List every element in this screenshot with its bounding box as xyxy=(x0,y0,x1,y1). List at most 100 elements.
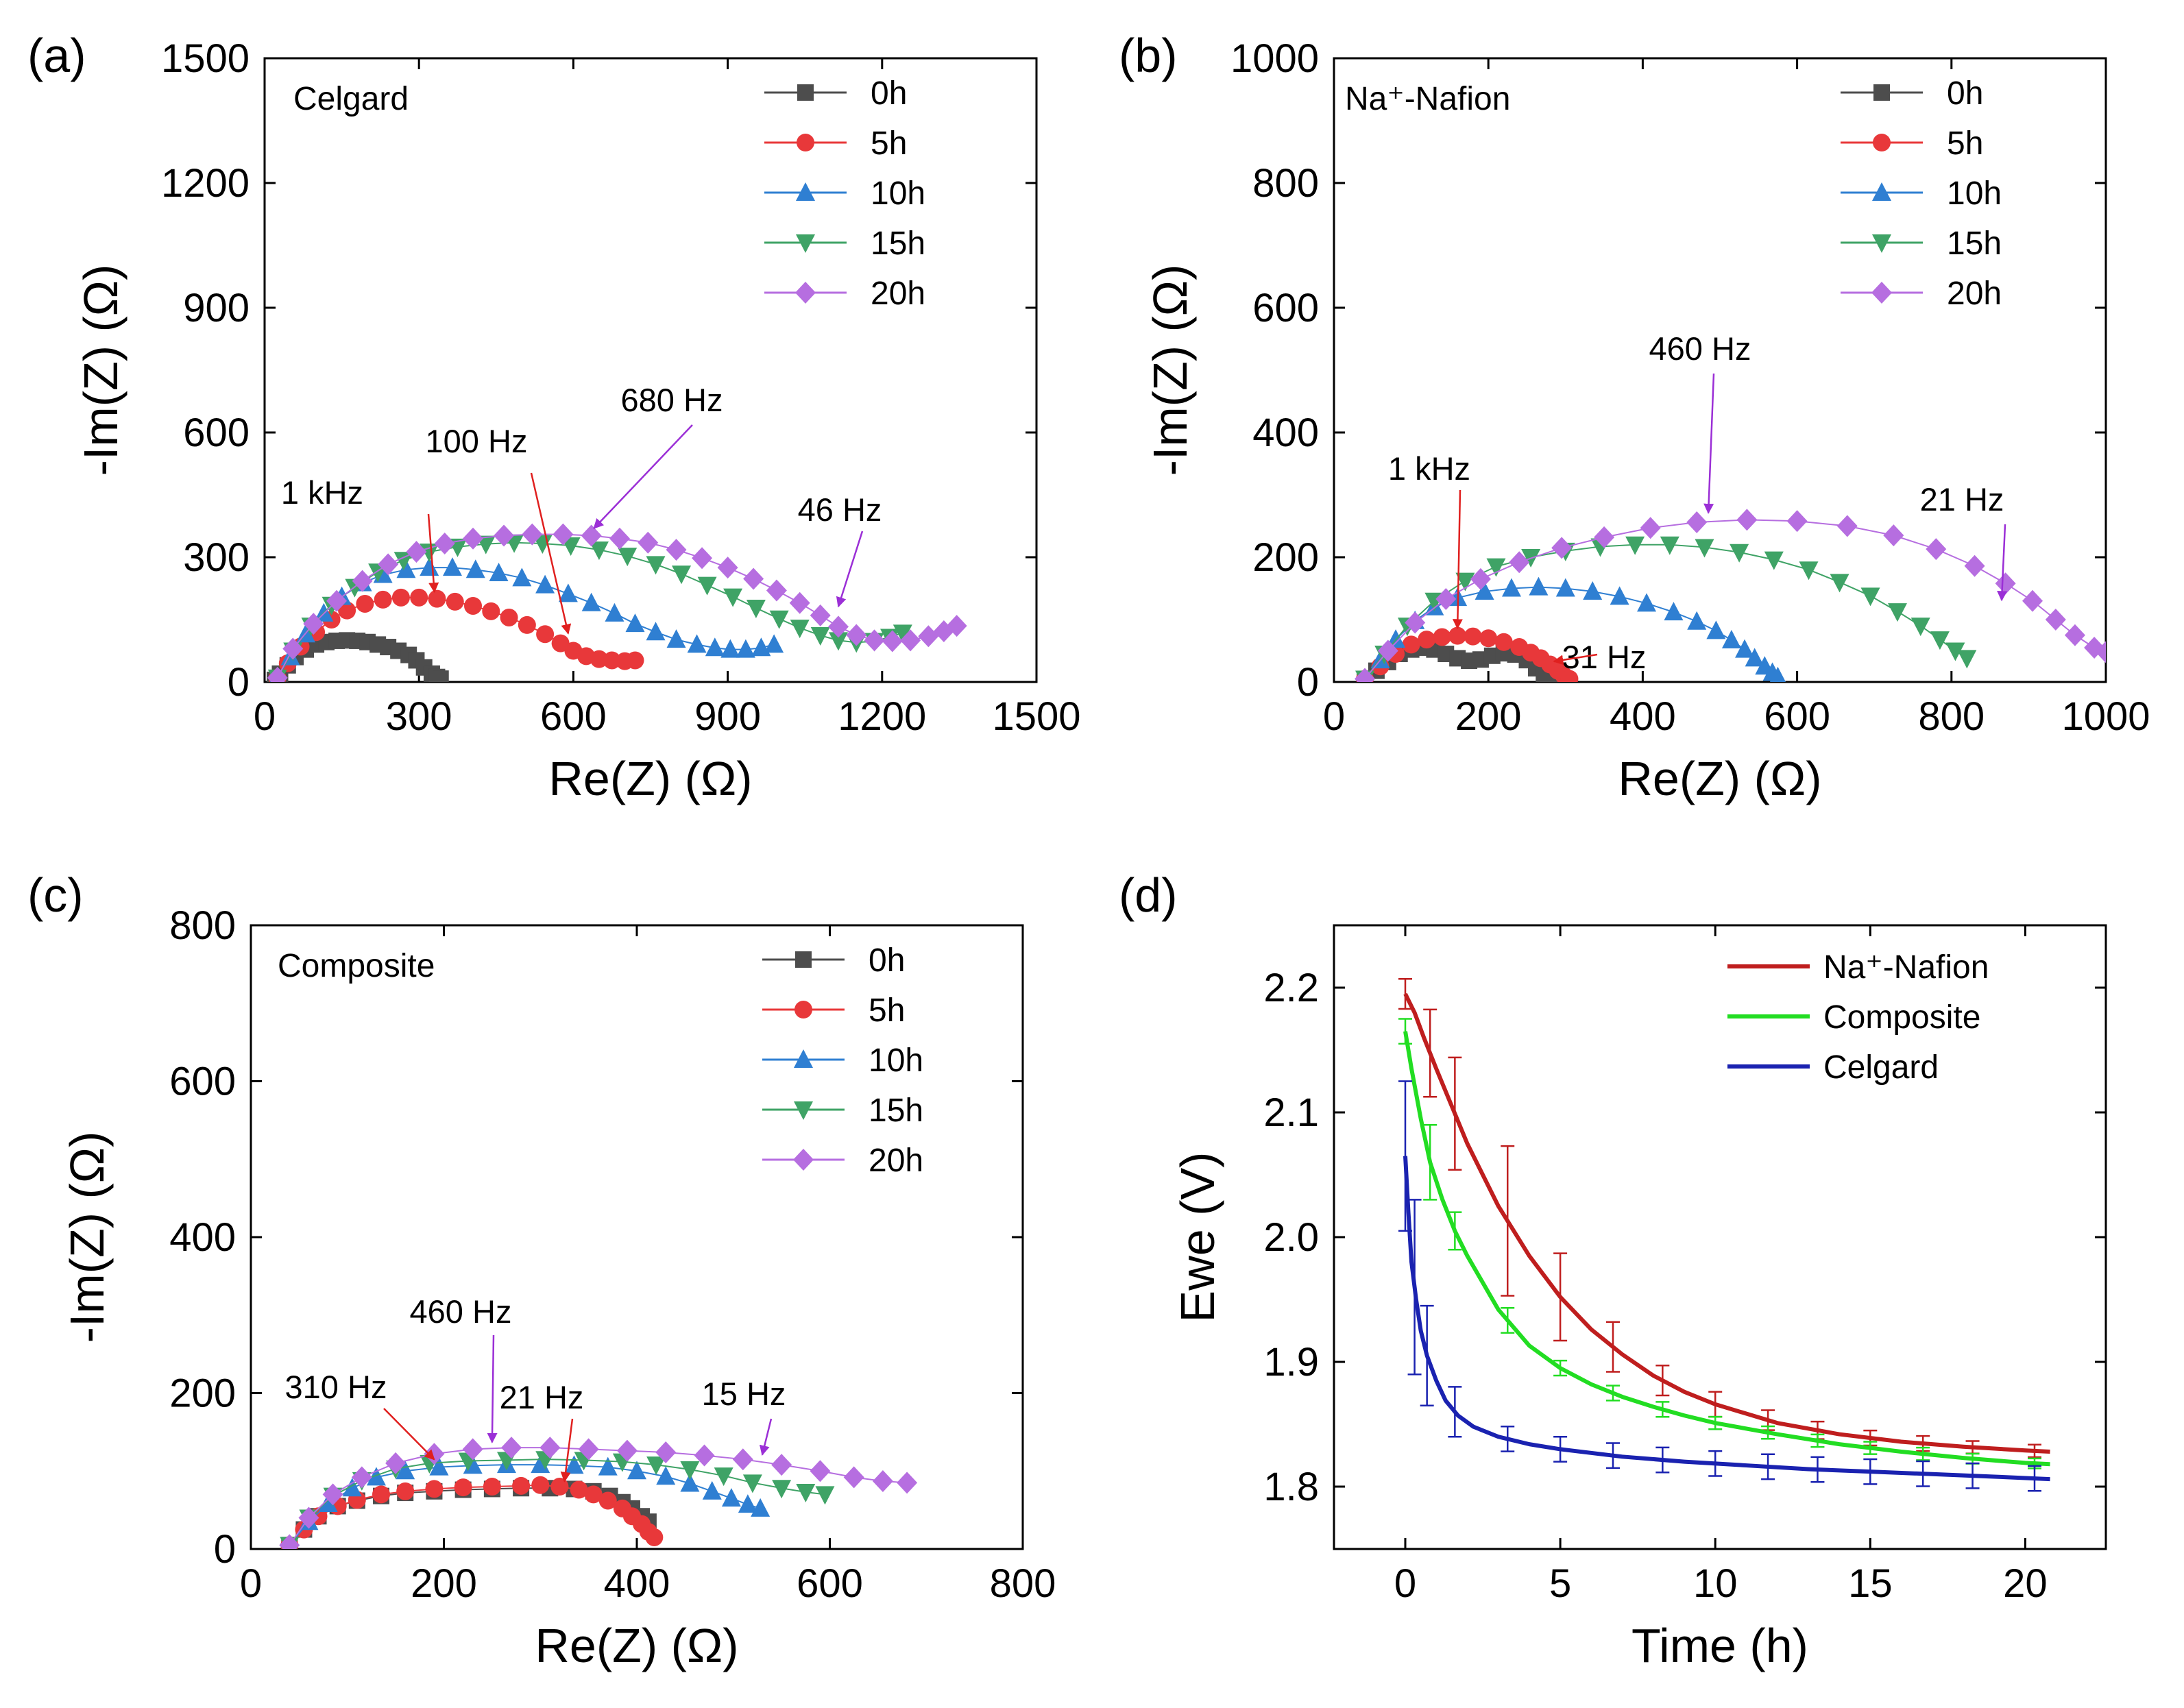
data-point xyxy=(680,1473,700,1492)
data-point xyxy=(425,1480,444,1498)
data-point xyxy=(279,1534,300,1549)
data-point xyxy=(897,1472,918,1494)
data-point xyxy=(322,1483,343,1506)
data-point xyxy=(420,557,439,576)
legend-marker xyxy=(1873,84,1890,101)
y-axis-title: -Im(Z) (Ω) xyxy=(1143,265,1197,476)
data-point xyxy=(918,625,939,648)
data-point xyxy=(518,615,536,634)
y-tick-label: 600 xyxy=(183,411,250,455)
data-point xyxy=(1551,537,1573,559)
legend-marker xyxy=(794,1001,812,1018)
frequency-annotation: 31 Hz xyxy=(1562,639,1647,675)
data-point xyxy=(626,651,644,670)
data-point xyxy=(396,1461,415,1480)
legend-label: Na⁺-Nafion xyxy=(1823,949,1989,986)
panel-b: 0 200 400 600 800 1000 0 200 400 600 800 1000 Re(Z) … xyxy=(1119,29,2150,805)
x-tick-label: 0 xyxy=(254,694,276,739)
frequency-annotation: 1 kHz xyxy=(281,474,363,511)
series-15h xyxy=(1355,536,1977,682)
y-tick-label: 800 xyxy=(1252,161,1319,206)
data-point xyxy=(483,1478,501,1496)
x-tick-label: 1000 xyxy=(2061,694,2150,739)
data-point xyxy=(790,620,810,639)
data-point xyxy=(446,592,464,611)
data-point xyxy=(1769,666,1786,682)
data-point xyxy=(442,557,462,576)
frequency-annotation: 100 Hz xyxy=(426,423,528,459)
data-point xyxy=(551,634,570,652)
plot-area xyxy=(267,523,967,682)
x-tick-label: 600 xyxy=(1764,694,1830,739)
data-point xyxy=(432,670,449,682)
panel-letter: (a) xyxy=(27,29,86,82)
data-point xyxy=(1735,639,1755,658)
panel-name: Na⁺-Nafion xyxy=(1345,81,1510,117)
data-point xyxy=(298,1506,319,1529)
data-point xyxy=(1625,536,1645,555)
data-point xyxy=(672,565,692,585)
data-point xyxy=(646,1456,666,1476)
data-point xyxy=(494,524,515,547)
data-point xyxy=(1494,633,1513,651)
data-point xyxy=(618,548,638,567)
data-point xyxy=(303,613,324,635)
legend-marker xyxy=(795,282,816,304)
data-point xyxy=(1405,611,1426,634)
data-point xyxy=(539,1437,561,1459)
y-tick-label: 200 xyxy=(1252,535,1319,580)
legend-marker xyxy=(1871,282,1892,304)
series-20h xyxy=(267,523,967,682)
data-point xyxy=(531,1476,550,1494)
data-point xyxy=(609,527,630,550)
data-point xyxy=(646,556,666,575)
data-point xyxy=(702,1480,722,1500)
data-point xyxy=(1721,630,1741,649)
data-point xyxy=(772,1480,792,1499)
frequency-annotation: 680 Hz xyxy=(621,382,723,418)
x-tick-label: 400 xyxy=(1610,694,1676,739)
legend-label: 20h xyxy=(1947,276,2002,312)
data-point xyxy=(1887,603,1907,622)
data-point xyxy=(789,591,810,614)
data-point xyxy=(366,1467,386,1486)
data-point xyxy=(2022,589,2043,612)
frequency-annotation: 310 Hz xyxy=(285,1369,387,1405)
data-point xyxy=(1486,558,1506,577)
y-tick-label: 800 xyxy=(169,903,236,948)
annotation-arrow xyxy=(836,530,864,608)
y-tick-label: 600 xyxy=(1252,286,1319,330)
data-point xyxy=(616,1439,638,1462)
data-point xyxy=(1637,593,1657,612)
data-point xyxy=(1640,517,1661,539)
data-point xyxy=(656,1466,676,1485)
data-point xyxy=(1418,631,1436,649)
data-point xyxy=(598,1456,618,1476)
data-point xyxy=(570,1480,588,1499)
data-point xyxy=(1930,631,1950,650)
legend-marker xyxy=(794,1101,813,1120)
data-point xyxy=(2045,609,2066,631)
data-point xyxy=(810,604,831,626)
data-point xyxy=(1464,627,1482,646)
data-point xyxy=(828,632,848,651)
data-point xyxy=(746,600,766,619)
data-point xyxy=(697,576,717,596)
data-point xyxy=(771,1454,792,1476)
x-tick-label: 600 xyxy=(797,1561,863,1606)
data-point xyxy=(723,588,743,607)
legend-label: 15h xyxy=(869,1093,923,1129)
frequency-annotation: 15 Hz xyxy=(702,1376,786,1412)
legend-label: 10h xyxy=(871,175,925,212)
data-point xyxy=(864,629,885,652)
data-point xyxy=(1860,587,1880,607)
data-point xyxy=(342,1478,362,1497)
legend-label: 20h xyxy=(869,1143,923,1179)
data-point xyxy=(764,634,784,653)
annotation-arrow xyxy=(1997,524,2008,602)
data-point xyxy=(1509,551,1530,574)
data-point xyxy=(1560,670,1579,682)
data-point xyxy=(692,547,713,570)
data-point xyxy=(603,651,621,670)
x-axis-title: Re(Z) (Ω) xyxy=(1618,752,1821,805)
